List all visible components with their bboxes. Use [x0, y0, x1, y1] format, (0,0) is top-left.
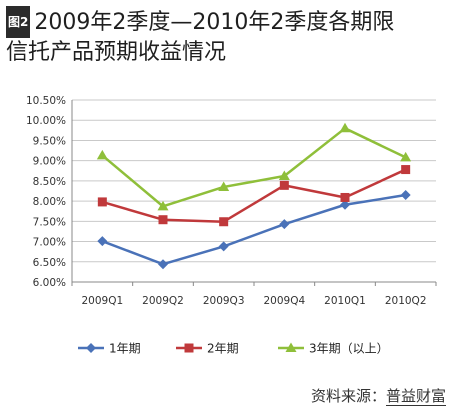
data-point-series-2	[219, 217, 229, 227]
data-point-series-1	[158, 259, 168, 270]
x-tick-label: 2010Q1	[324, 295, 366, 307]
y-tick-label: 7.00%	[33, 237, 66, 249]
chart-title-line-1: 图2 2009年2季度—2010年2季度各期限	[6, 6, 448, 38]
series-line-2	[101, 168, 407, 223]
data-point-series-1	[97, 236, 108, 247]
y-tick-label: 6.00%	[33, 277, 66, 289]
legend-label-2: 2年期	[207, 342, 239, 356]
y-tick-label: 10.00%	[26, 115, 66, 127]
data-point-series-1	[400, 190, 411, 201]
y-tick-label: 10.50%	[26, 95, 66, 107]
source-label: 资料来源：	[310, 387, 386, 405]
y-tick-label: 7.50%	[33, 216, 66, 228]
x-tick-label: 2009Q3	[203, 295, 245, 307]
data-point-series-3	[96, 149, 108, 160]
data-point-series-3	[157, 200, 169, 211]
figure-label: 图2	[6, 6, 31, 38]
x-tick-label: 2009Q2	[142, 295, 184, 307]
chart-title-block: 图2 2009年2季度—2010年2季度各期限 信托产品预期收益情况	[6, 6, 448, 68]
line-chart: 6.00% 6.50% 7.00% 7.50% 8.00% 8.50% 9.00% 9.50%…	[26, 95, 437, 356]
legend-marker-3	[285, 342, 297, 352]
y-tick-label: 9.00%	[33, 156, 66, 168]
data-point-series-2	[401, 165, 411, 175]
data-point-series-3	[400, 151, 412, 162]
legend-label-1: 1年期	[109, 342, 141, 356]
y-tick-label: 6.50%	[33, 257, 66, 269]
data-point-series-3	[218, 181, 230, 191]
data-point-series-3	[278, 170, 290, 181]
x-tick-label: 2009Q1	[81, 295, 123, 307]
data-point-series-2	[158, 215, 168, 225]
source-note: 资料来源：普益财富	[311, 385, 446, 406]
chart-title-text-1: 2009年2季度—2010年2季度各期限	[34, 10, 395, 35]
series-line-1	[101, 193, 406, 266]
x-tick-label: 2009Q4	[263, 295, 305, 307]
legend-label-3: 3年期（以上）	[309, 342, 389, 356]
data-point-series-2	[97, 197, 107, 207]
legend-marker-1	[86, 343, 96, 353]
legend-marker-2	[184, 343, 194, 353]
y-tick-label: 9.50%	[33, 135, 66, 147]
y-tick-label: 8.00%	[33, 196, 66, 208]
data-point-series-1	[218, 241, 229, 252]
data-point-series-2	[340, 192, 350, 202]
series-line-3	[101, 127, 407, 208]
chart-title-line-2: 信托产品预期收益情况	[6, 40, 227, 65]
data-point-series-1	[279, 219, 290, 230]
x-tick-label: 2010Q2	[385, 295, 427, 307]
data-point-series-2	[279, 180, 289, 190]
source-name: 普益财富	[385, 387, 446, 406]
data-point-series-1	[340, 199, 350, 210]
data-point-series-3	[339, 122, 351, 133]
y-tick-label: 8.50%	[33, 176, 66, 188]
